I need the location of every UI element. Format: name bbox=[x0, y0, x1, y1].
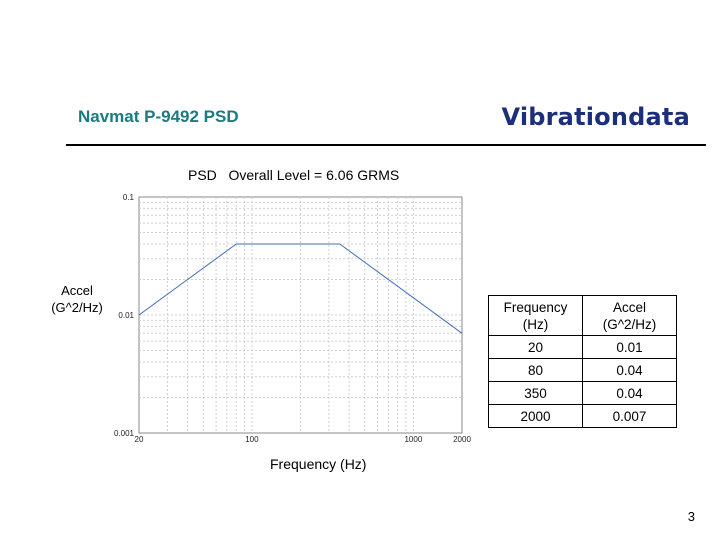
data-series bbox=[138, 243, 463, 334]
brand-logo-text: Vibrationdata bbox=[501, 103, 690, 131]
grid-lines bbox=[139, 197, 462, 433]
column-header-frequency: Frequency (Hz) bbox=[488, 295, 583, 336]
frequency-cell: 2000 bbox=[488, 404, 583, 428]
y-axis-label: Accel (G^2/Hz) bbox=[42, 282, 112, 316]
page-title: Navmat P-9492 PSD bbox=[78, 107, 239, 126]
y-axis-label-line-1: Accel bbox=[61, 283, 93, 298]
frequency-cell: 80 bbox=[488, 358, 583, 382]
table-row: 2000 0.007 bbox=[488, 404, 677, 428]
psd-breakpoint-table: Frequency (Hz) Accel (G^2/Hz) 20 0.01 80 0.04 35… bbox=[488, 295, 677, 428]
frequency-cell: 20 bbox=[488, 335, 583, 359]
accel-cell: 0.04 bbox=[582, 381, 677, 405]
header-divider bbox=[66, 144, 706, 146]
y-axis-label-line-2: (G^2/Hz) bbox=[51, 300, 103, 315]
accel-cell: 0.01 bbox=[582, 335, 677, 359]
frequency-cell: 350 bbox=[488, 381, 583, 405]
table-header-row: Frequency (Hz) Accel (G^2/Hz) bbox=[488, 295, 677, 336]
table-row: 350 0.04 bbox=[488, 381, 677, 405]
y-tick-label: 0.01 bbox=[118, 311, 134, 320]
accel-cell: 0.04 bbox=[582, 358, 677, 382]
x-axis-label: Frequency (Hz) bbox=[270, 456, 367, 472]
x-tick-label: 20 bbox=[135, 435, 144, 444]
table-row: 20 0.01 bbox=[488, 335, 677, 359]
chart-title: PSD Overall Level = 6.06 GRMS bbox=[188, 167, 400, 183]
x-tick-label: 1000 bbox=[404, 435, 422, 444]
column-header-accel: Accel (G^2/Hz) bbox=[582, 295, 677, 336]
table-row: 80 0.04 bbox=[488, 358, 677, 382]
y-tick-label: 0.001 bbox=[114, 429, 135, 438]
x-tick-label: 2000 bbox=[453, 435, 471, 444]
psd-series-line bbox=[138, 243, 463, 334]
y-tick-label: 0.1 bbox=[123, 193, 135, 202]
accel-cell: 0.007 bbox=[582, 404, 677, 428]
x-tick-label: 100 bbox=[245, 435, 259, 444]
page-number: 3 bbox=[687, 509, 695, 524]
tick-labels: 20 100 1000 2000 0.001 0.01 0.1 bbox=[114, 193, 471, 444]
